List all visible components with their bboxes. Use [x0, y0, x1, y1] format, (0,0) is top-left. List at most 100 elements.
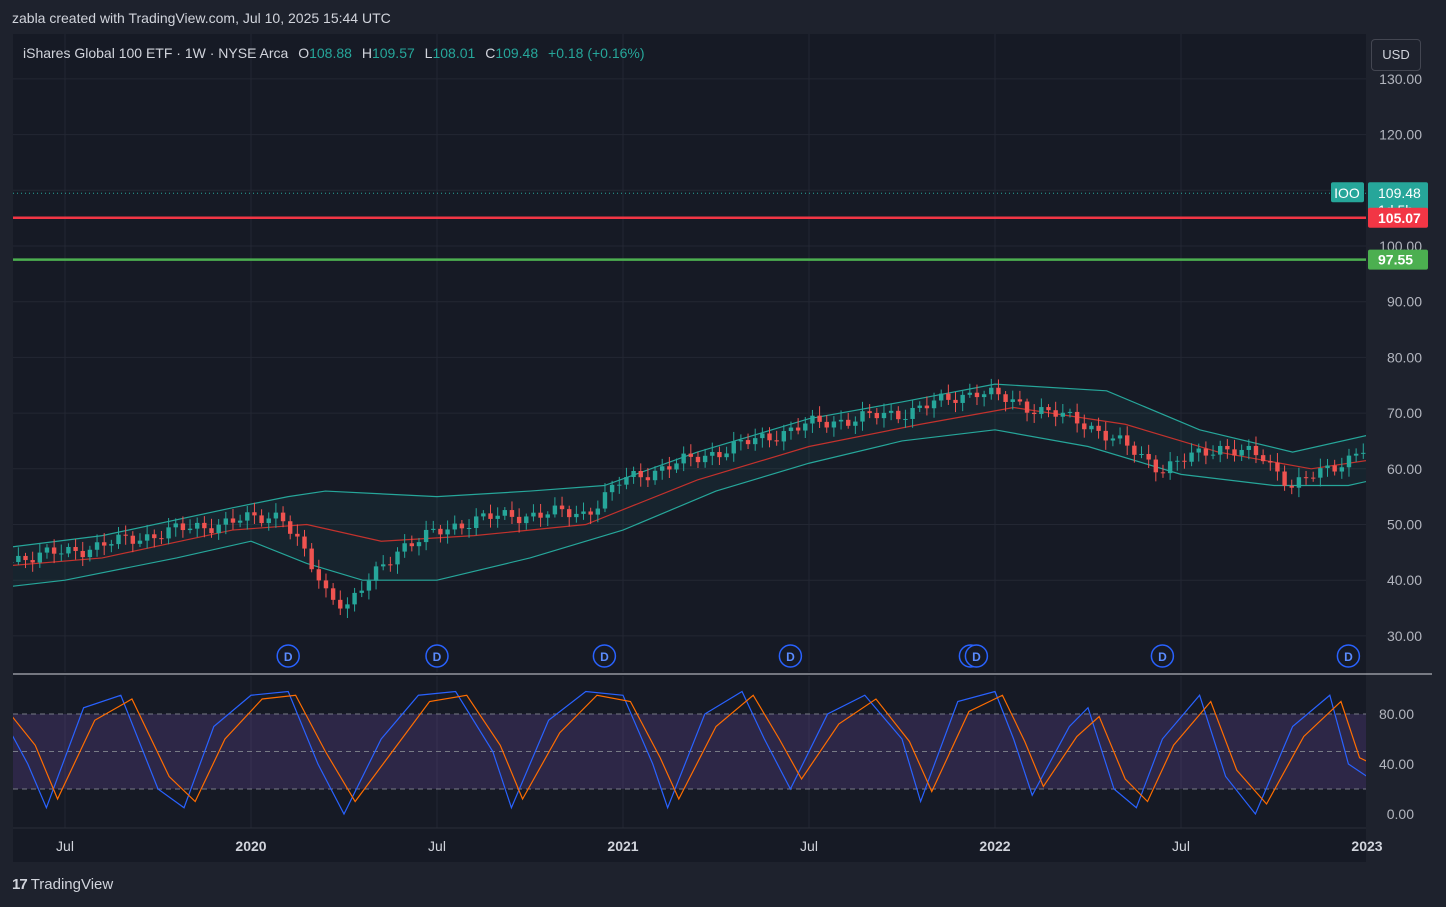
candle-body [66, 546, 71, 554]
candle-body [459, 523, 465, 529]
close-label: C [485, 45, 496, 61]
candle-body [1325, 465, 1330, 469]
stochastic-axis-label: 40.00 [1379, 756, 1414, 772]
candle-body [466, 527, 472, 529]
candle-body [338, 599, 343, 609]
candle-body [180, 523, 186, 531]
candle-body [37, 552, 43, 563]
candle-body [1218, 445, 1223, 455]
candle-body [409, 543, 415, 547]
candle-body [102, 542, 107, 546]
candle-body [316, 569, 322, 581]
candle-body [924, 405, 930, 409]
currency-button[interactable]: USD [1371, 39, 1421, 71]
candle-body [581, 511, 586, 514]
candle-body [273, 512, 279, 519]
candle-body [788, 427, 794, 432]
ticker-badge-label: IOO [1334, 185, 1360, 201]
candle-body [989, 387, 994, 395]
candle-body [51, 547, 57, 554]
candle-body [1368, 442, 1372, 453]
candle-body [853, 421, 858, 426]
candle-body [1153, 459, 1159, 473]
candle-body [681, 453, 686, 464]
candle-body [652, 470, 658, 481]
candle-body [888, 410, 894, 413]
candle-body [810, 415, 815, 424]
candle-body [144, 534, 150, 541]
candle-body [781, 431, 787, 442]
candle-body [1383, 437, 1387, 444]
candle-body [817, 415, 822, 422]
candle-body [216, 524, 221, 534]
candle-body [23, 555, 28, 561]
price-axis-label: 80.00 [1387, 349, 1422, 365]
tradingview-brand: 17 TradingView [12, 876, 113, 893]
candle-body [280, 512, 286, 522]
candle-body [1346, 455, 1352, 468]
candle-body [1289, 485, 1294, 488]
candle-body [774, 440, 779, 442]
candle-body [903, 418, 908, 420]
bollinger-upper [13, 383, 1366, 548]
candle-body [824, 421, 829, 428]
candle-body [1053, 410, 1058, 417]
candle-body [488, 513, 493, 519]
candle-body [524, 516, 529, 524]
candle-body [1024, 401, 1030, 413]
candle-body [917, 405, 922, 408]
candle-body [1260, 455, 1266, 462]
candle-body [352, 592, 357, 605]
price-axis-label: 30.00 [1387, 628, 1422, 644]
candle-body [237, 520, 243, 523]
candle-body [1074, 411, 1080, 424]
candle-body [1125, 435, 1130, 446]
stochastic-pane [13, 676, 1366, 828]
candle-body [130, 535, 136, 544]
candle-body [552, 505, 558, 515]
candle-body [330, 588, 336, 600]
candle-body [1139, 454, 1144, 456]
candle-body [1425, 431, 1429, 440]
top-bar: zabla created with TradingView.com, Jul … [0, 0, 1446, 34]
dividend-marker [778, 644, 803, 668]
candle-body [173, 523, 178, 528]
candle-body [1046, 407, 1051, 411]
candle-body [1117, 435, 1123, 439]
candle-body [381, 564, 386, 567]
candle-body [1246, 445, 1252, 450]
candle-body [288, 521, 293, 534]
dividend-marker [592, 644, 617, 668]
candle-body [266, 518, 271, 524]
open-value: 108.88 [309, 45, 352, 61]
candle-body [803, 423, 808, 431]
candle-body [609, 484, 615, 493]
candle-body [738, 440, 744, 442]
candle-body [445, 529, 450, 535]
candle-body [295, 533, 300, 537]
candle-body [16, 555, 21, 562]
candle-body [702, 455, 708, 463]
candle-body [431, 528, 436, 530]
candle-body [724, 453, 729, 458]
candle-body [187, 528, 193, 531]
candle-body [13, 561, 14, 564]
candle-body [674, 463, 679, 470]
candle-body [710, 452, 715, 456]
candle-body [559, 505, 565, 510]
price-axis-label: 120.00 [1379, 127, 1422, 143]
high-value: 109.57 [371, 45, 415, 61]
candle-body [688, 453, 694, 457]
dividend-marker [1150, 644, 1175, 668]
candle-body [617, 484, 622, 486]
candle-body [567, 509, 572, 518]
candle-body [1404, 440, 1408, 442]
candle-body [624, 476, 629, 485]
price-pane [13, 34, 1429, 672]
candle-body [373, 566, 379, 581]
candle-body [760, 433, 765, 439]
symbol-name: iShares Global 100 ETF · 1W · NYSE Arca [23, 45, 289, 61]
candle-body [166, 527, 171, 539]
candle-body [137, 540, 143, 544]
